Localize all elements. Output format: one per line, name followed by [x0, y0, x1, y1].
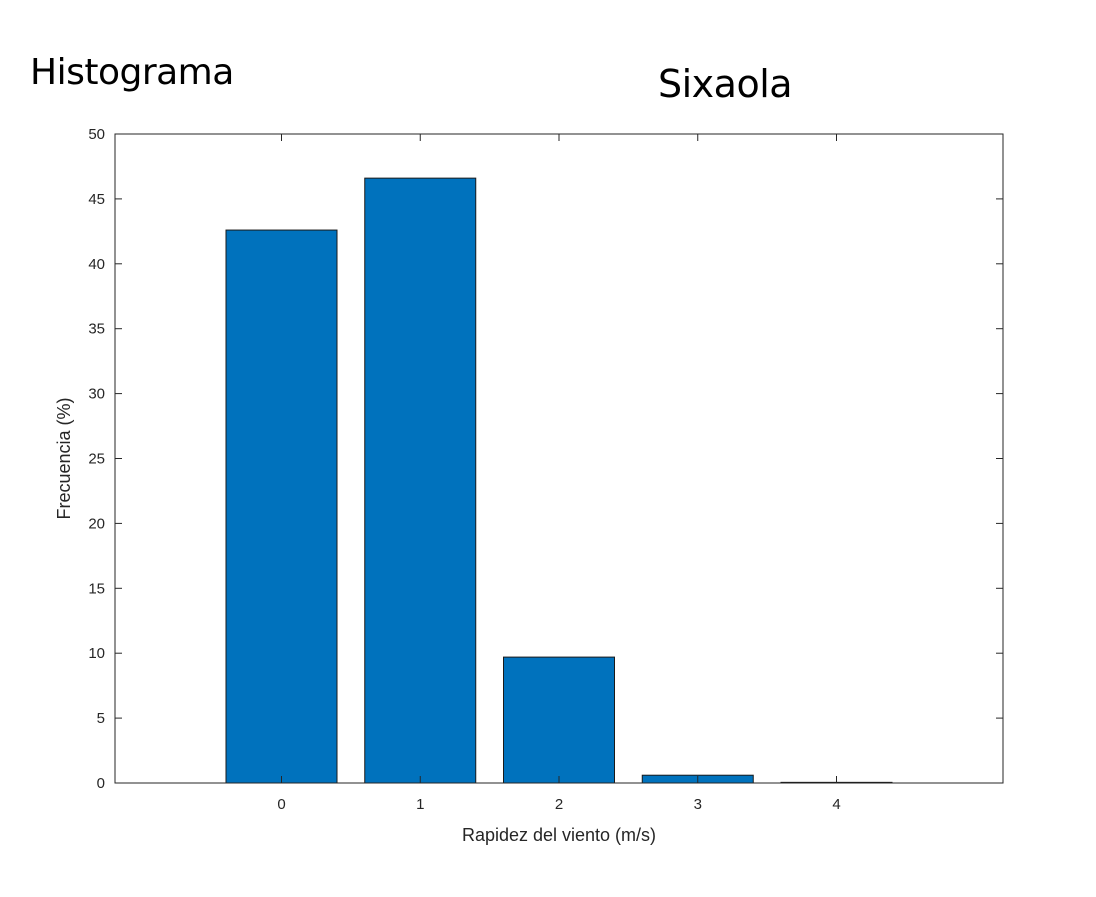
bars-group [225, 177, 893, 784]
y-tick-label: 15 [88, 580, 105, 597]
y-tick-label: 10 [88, 645, 105, 662]
histogram-heading: Histograma [30, 52, 234, 93]
y-tick-label: 35 [88, 321, 105, 338]
y-tick-label: 20 [88, 515, 105, 532]
y-tick-label: 25 [88, 451, 105, 468]
y-tick-label: 5 [97, 710, 105, 727]
x-tick-label: 0 [277, 796, 285, 813]
bar-1 [364, 177, 477, 784]
x-tick-label: 3 [694, 796, 702, 813]
x-tick-label: 4 [832, 796, 840, 813]
station-heading: Sixaola [658, 62, 793, 106]
x-tick-label: 2 [555, 796, 563, 813]
ticks-group: 0 5 10 15 20 25 30 35 40 45 50 0 1 2 3 4 [88, 126, 1003, 813]
bar-0 [225, 229, 338, 784]
y-tick-label: 30 [88, 386, 105, 403]
y-axis-title: Frecuencia (%) [54, 397, 74, 519]
y-tick-label: 45 [88, 191, 105, 208]
y-tick-label: 40 [88, 256, 105, 273]
x-tick-label: 1 [416, 796, 424, 813]
y-tick-label: 0 [97, 775, 105, 792]
y-tick-label: 50 [88, 126, 105, 143]
x-axis-title: Rapidez del viento (m/s) [462, 825, 656, 845]
bar-2 [503, 656, 615, 784]
